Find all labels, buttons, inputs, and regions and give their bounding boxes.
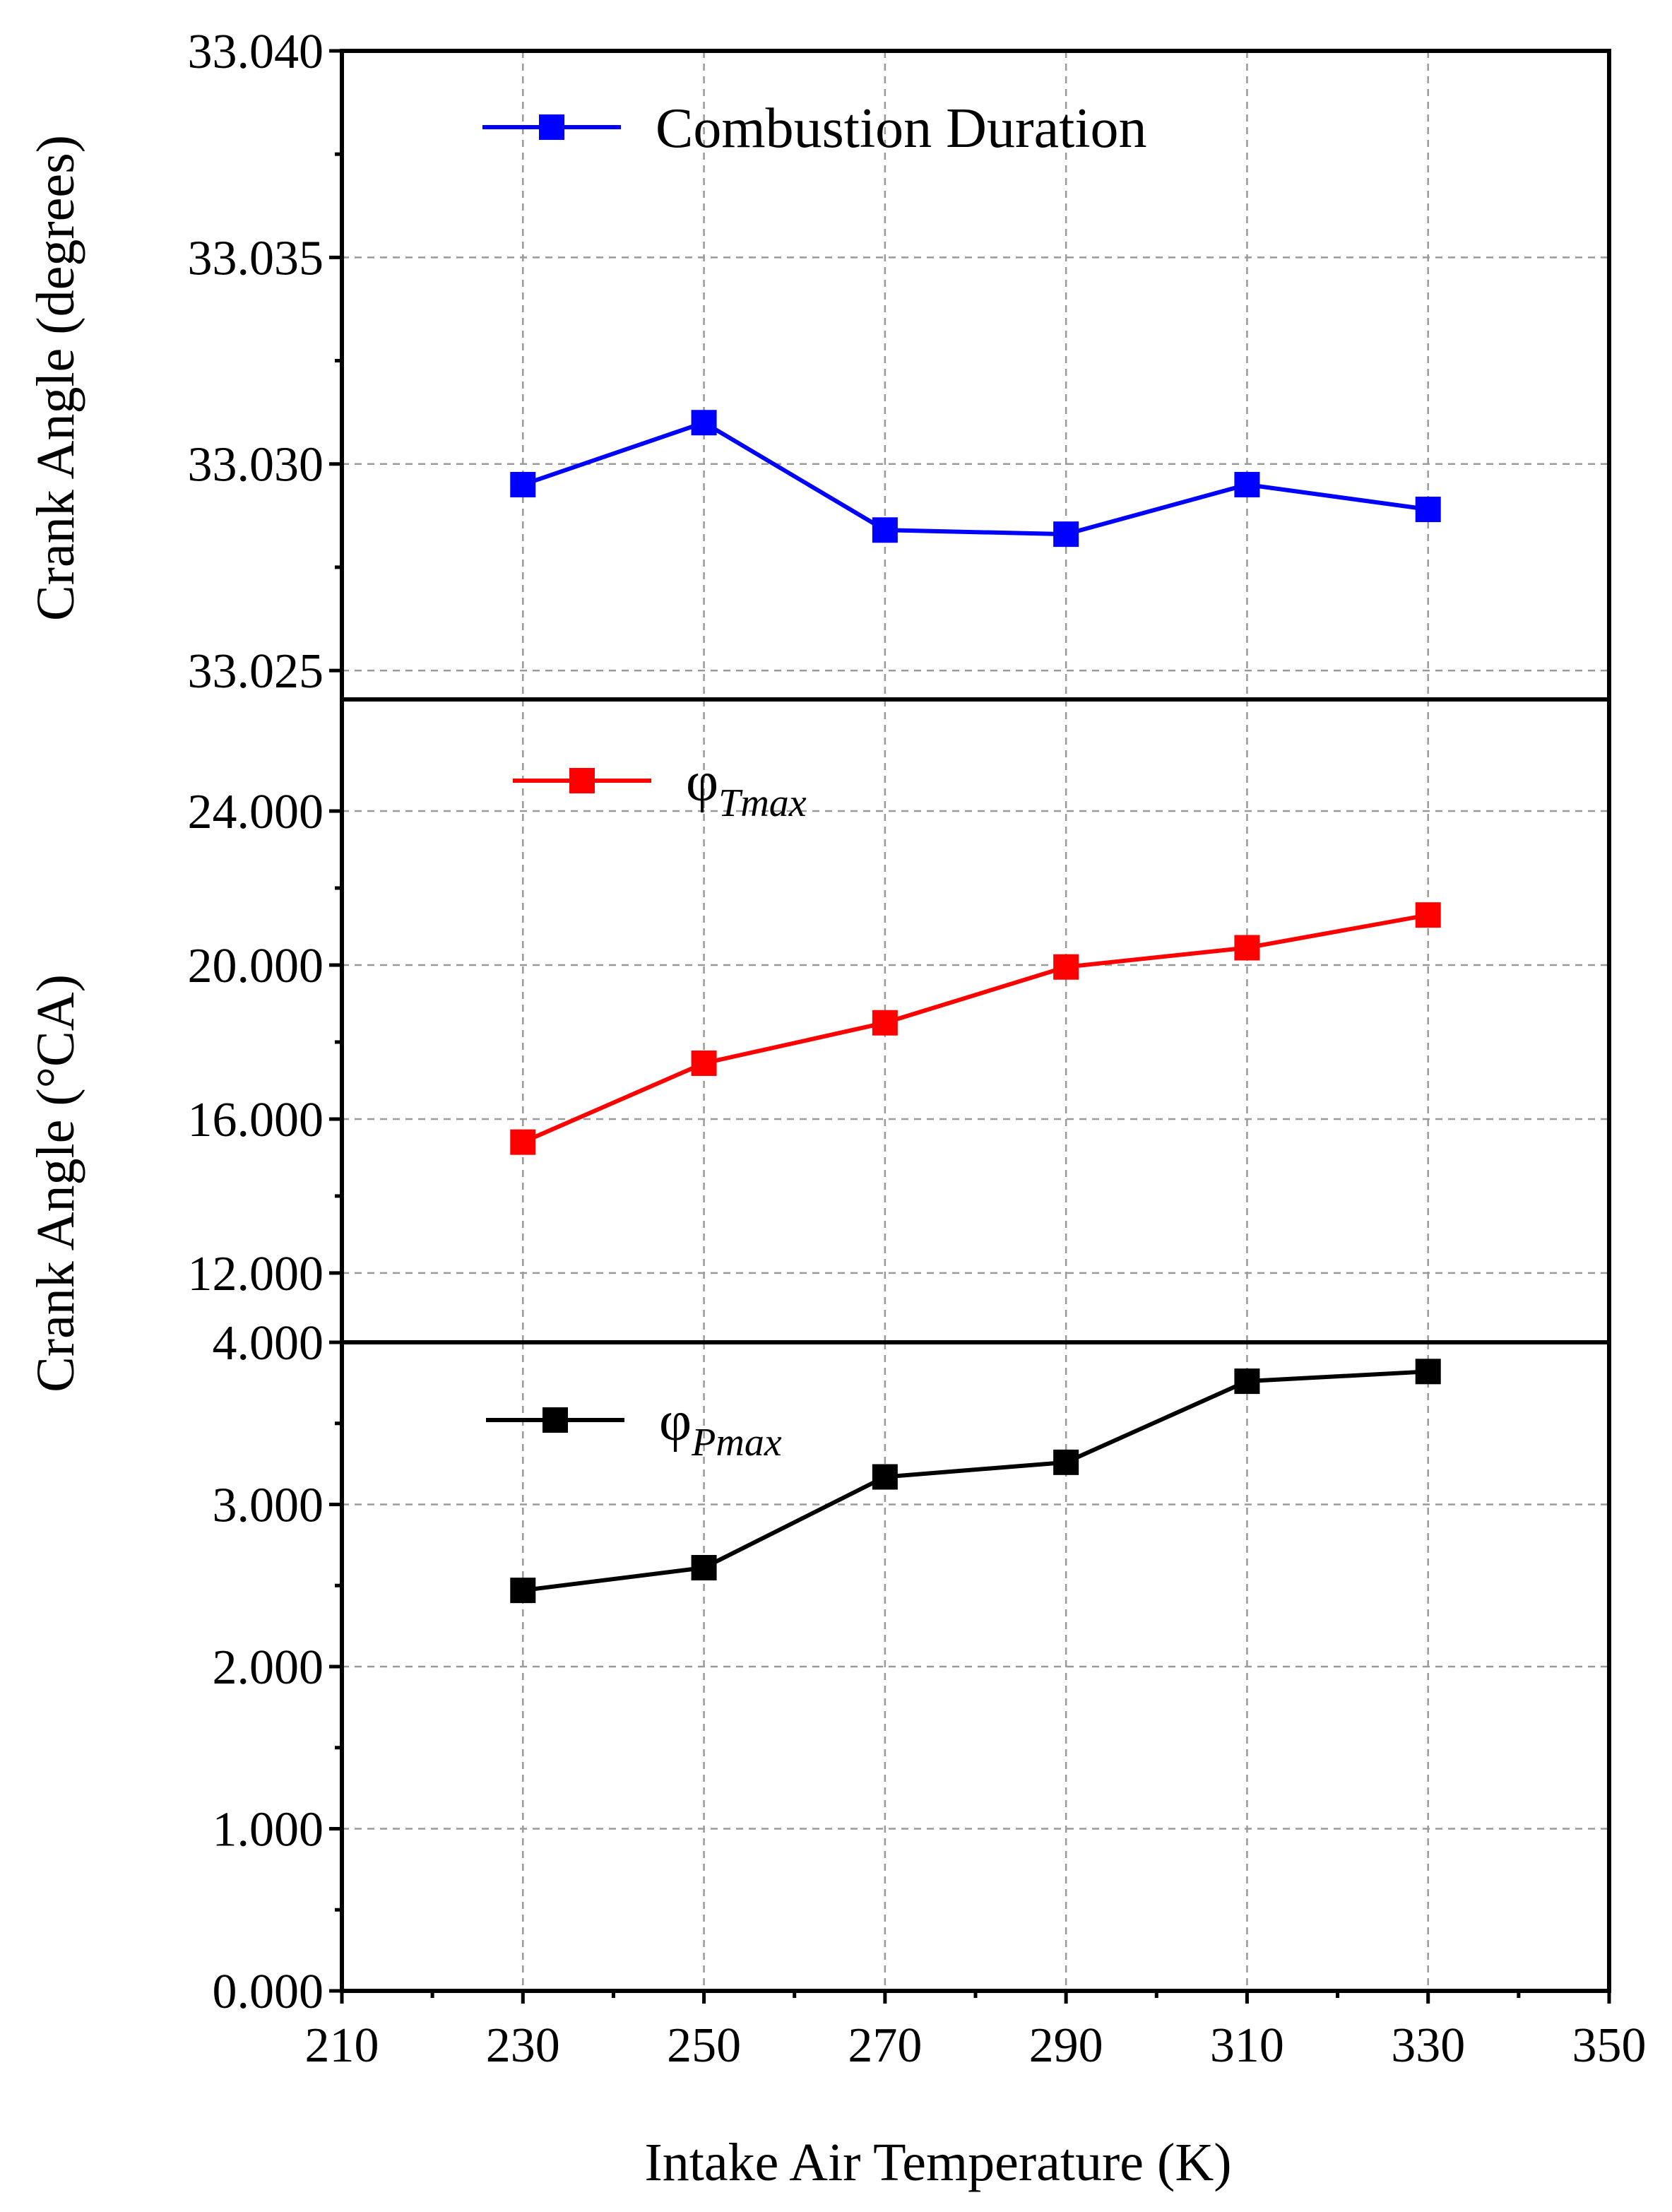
data-point-1 <box>872 1010 898 1036</box>
panel-1-ytick-label: 20.000 <box>188 939 324 993</box>
series-layer <box>510 410 1441 1604</box>
legend-marker-0 <box>539 114 564 140</box>
panel-0-ytick-label: 33.040 <box>188 25 324 79</box>
data-point-1 <box>691 1050 717 1076</box>
data-point-0 <box>872 517 898 543</box>
panel-2-ytick-label: 2.000 <box>213 1640 324 1695</box>
data-point-1 <box>510 1129 536 1155</box>
data-point-0 <box>691 410 717 436</box>
panel-1-ytick-label: 12.000 <box>188 1247 324 1301</box>
xtick-label: 350 <box>1572 2018 1647 2073</box>
legend-label-0: Combustion Duration <box>656 97 1147 160</box>
xtick-label: 290 <box>1029 2018 1103 2073</box>
panel-2-ytick-label: 4.000 <box>213 1316 324 1371</box>
legend-subscript-1: Tmax <box>718 781 807 825</box>
data-point-0 <box>1415 497 1441 523</box>
x-axis-title: Intake Air Temperature (K) <box>644 2133 1231 2192</box>
xtick-label: 210 <box>305 2018 379 2073</box>
xtick-label: 310 <box>1210 2018 1284 2073</box>
panel-0-ytick-label: 33.025 <box>188 644 324 699</box>
data-point-2 <box>1053 1449 1079 1475</box>
legend-marker-1 <box>569 768 595 793</box>
y-axis-title-shared: Crank Angle (°CA) <box>26 974 85 1392</box>
data-point-2 <box>1234 1368 1260 1395</box>
legend-layer: Combustion Duration φTmax φPmax <box>482 97 1147 1465</box>
tick-layer: 33.025 33.030 33.035 33.040 12.000 16.000 20.0… <box>188 25 1647 2073</box>
series-line-0 <box>522 420 1429 537</box>
data-point-0 <box>1053 521 1079 548</box>
data-point-0 <box>1234 471 1260 497</box>
xtick-label: 230 <box>486 2018 560 2073</box>
data-point-2 <box>691 1555 717 1581</box>
frame-layer <box>340 49 1611 1993</box>
xtick-label: 270 <box>848 2018 922 2073</box>
xtick-label: 330 <box>1391 2018 1465 2073</box>
data-point-2 <box>1415 1359 1441 1385</box>
panel-1-ytick-label: 16.000 <box>188 1093 324 1147</box>
panel-frame-1 <box>340 697 1611 1344</box>
legend-label-2: φPmax <box>659 1390 782 1465</box>
legend-subscript-2: Pmax <box>691 1421 782 1465</box>
y-axis-title-top: Crank Angle (degrees) <box>26 135 85 621</box>
legend-label-1: φTmax <box>686 751 807 825</box>
data-point-0 <box>510 471 536 497</box>
data-point-2 <box>510 1578 536 1604</box>
data-point-2 <box>872 1464 898 1490</box>
panel-frame-2 <box>340 1340 1611 1993</box>
data-point-1 <box>1415 902 1441 928</box>
panel-0-ytick-label: 33.030 <box>188 438 324 492</box>
panel-2-ytick-label: 1.000 <box>213 1803 324 1857</box>
panel-0-ytick-label: 33.035 <box>188 231 324 285</box>
grid-layer <box>342 51 1609 1991</box>
data-point-1 <box>1053 954 1079 980</box>
panel-1-ytick-label: 24.000 <box>188 785 324 839</box>
data-point-1 <box>1234 935 1260 961</box>
series-line-1 <box>522 913 1429 1145</box>
panel-2-ytick-label: 0.000 <box>213 1965 324 2019</box>
legend-marker-2 <box>542 1407 568 1433</box>
panel-2-ytick-label: 3.000 <box>213 1479 324 1533</box>
series-line-2 <box>522 1369 1428 1593</box>
xtick-label: 250 <box>667 2018 741 2073</box>
